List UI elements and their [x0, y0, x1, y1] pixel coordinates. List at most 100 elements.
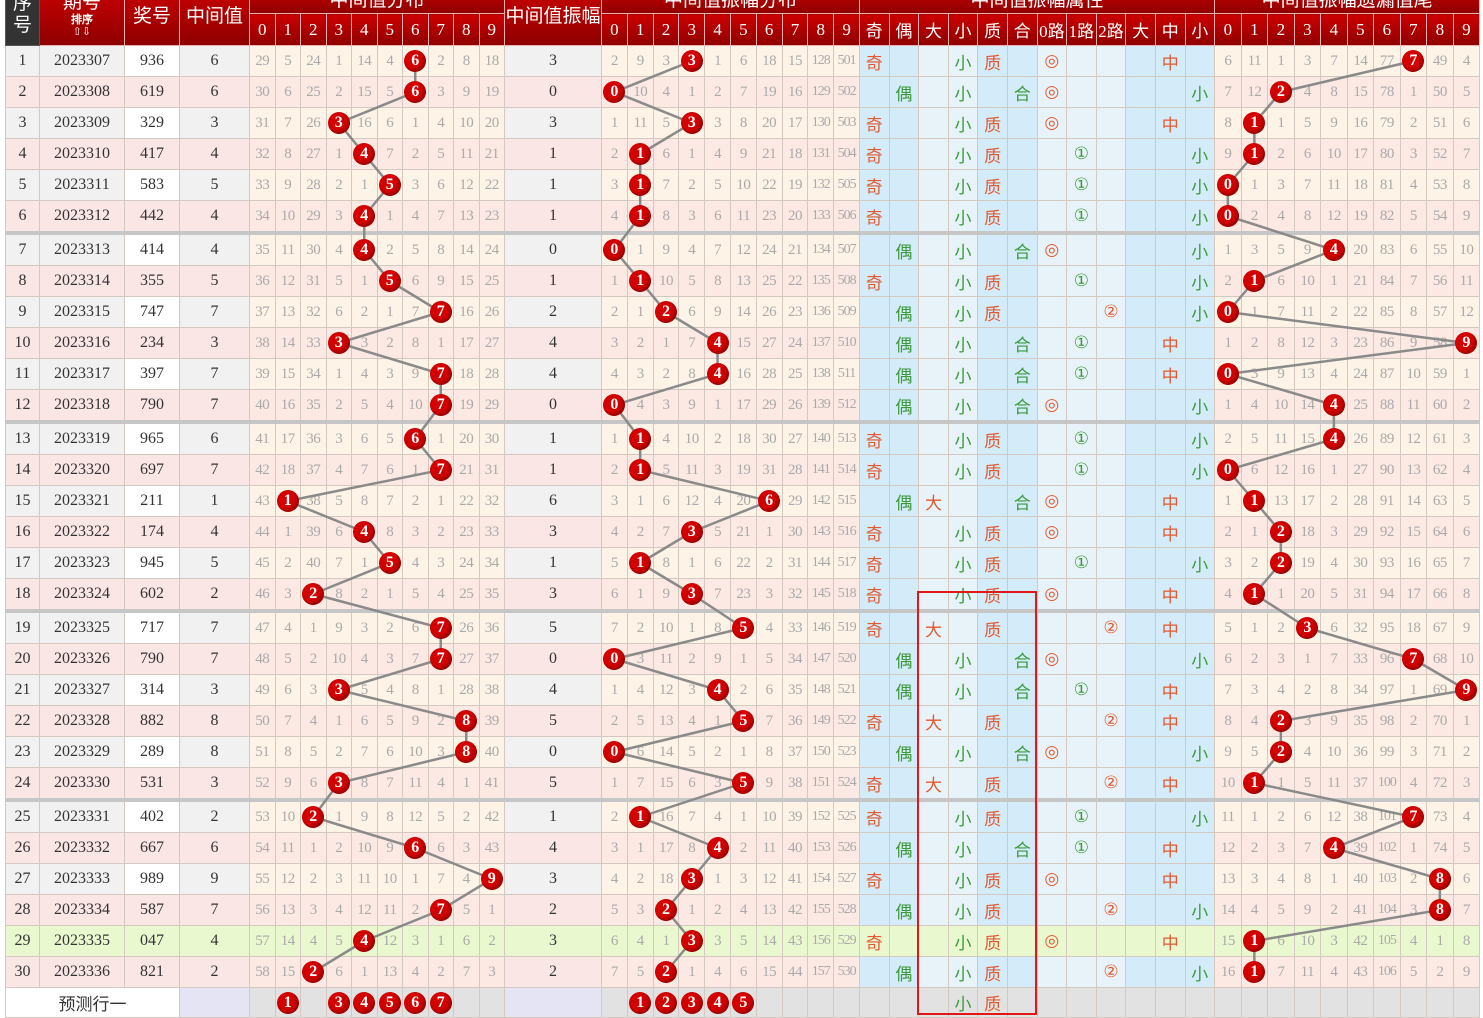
- amp-dist-cell: 149: [807, 705, 835, 737]
- tail-cell: 100: [1373, 767, 1401, 801]
- amp-dist-cell: 8: [704, 609, 731, 644]
- attr-cell: ①: [1066, 265, 1097, 297]
- prediction-mid-ball[interactable]: 7: [429, 991, 452, 1014]
- tail-cell: 37: [1346, 767, 1375, 801]
- attr-cell: ◎: [1036, 578, 1068, 612]
- amp-dist-cell: 29: [781, 485, 809, 517]
- mid-dist-ball: 7: [429, 648, 452, 670]
- seq-cell: 13: [5, 420, 40, 455]
- mid-dist-cell: 35: [300, 389, 327, 423]
- mid-dist-cell: 10: [274, 798, 301, 833]
- prediction-mid-ball[interactable]: 6: [404, 991, 427, 1014]
- prediction-mid-ball[interactable]: 4: [353, 991, 376, 1014]
- mid-dist-cell: 6: [427, 169, 454, 201]
- mid-dist-cell: 7: [376, 485, 403, 517]
- mid-dist-cell: 8: [274, 138, 301, 170]
- attr-cell: [1095, 169, 1127, 201]
- attr-cell: [918, 674, 949, 706]
- amp-dist-cell: 3: [678, 925, 706, 957]
- attr-cell: 奇: [858, 609, 890, 644]
- mid-dist-cell: 7: [351, 454, 378, 486]
- amp-dist-cell: 9: [626, 45, 654, 77]
- tail-cell: 36: [1346, 736, 1375, 768]
- tail-ball: 0: [1216, 174, 1239, 196]
- amp-dist-cell: 3: [678, 674, 706, 706]
- tail-cell: 2: [1452, 389, 1481, 423]
- amp-dist-cell: 150: [807, 736, 835, 768]
- amp-dist-cell: 7: [652, 516, 680, 548]
- prediction-amp-ball[interactable]: 1: [629, 991, 652, 1014]
- attr-cell: [1006, 798, 1038, 833]
- attr-cell: 小: [947, 45, 979, 77]
- prediction-mid-ball[interactable]: 1: [276, 991, 299, 1014]
- prediction-mid-cell: 1: [274, 987, 301, 1018]
- number-cell: 329: [124, 107, 180, 139]
- prediction-mid-cell: 7: [427, 987, 454, 1018]
- tail-cell: 7: [1267, 956, 1295, 988]
- attr-cell: [1095, 389, 1127, 423]
- tail-cell: 8: [1320, 674, 1348, 706]
- attr-cell: [1036, 956, 1068, 988]
- tail-cell: 3: [1293, 609, 1322, 644]
- tail-cell: 32: [1346, 609, 1375, 644]
- mid-dist-cell: 1: [376, 200, 403, 234]
- amp-dist-cell: 7: [601, 609, 628, 644]
- attr-cell: 小: [947, 863, 979, 895]
- amp-cell: 3: [504, 863, 602, 895]
- tail-cell: 50: [1426, 76, 1454, 108]
- amp-dist-cell: 1: [626, 296, 654, 328]
- prediction-tail-cell: [1293, 987, 1322, 1018]
- attr-cell: [888, 863, 920, 895]
- attr-cell: 合: [1006, 76, 1038, 108]
- amp-cell: 3: [504, 45, 602, 77]
- amp-dist-cell: 3: [704, 454, 731, 486]
- tail-cell: 1: [1240, 107, 1269, 139]
- attr-cell: [1006, 516, 1038, 548]
- amp-dist-cell: 4: [729, 894, 757, 926]
- tail-cell: 2: [1240, 547, 1269, 579]
- attr-cell: [858, 296, 890, 328]
- attr-cell: ②: [1095, 894, 1127, 926]
- table-row: 13 2023319 965 6 41 17 36 3 6 5 6 1 20 30 1 1 1 4 10 2 18 30 2…: [5, 420, 1481, 455]
- tail-cell: 1: [1320, 265, 1348, 297]
- tail-cell: 0: [1214, 358, 1242, 390]
- header-issue[interactable]: 期号 排序 ⇧⇩: [39, 0, 125, 46]
- attr-cell: [1006, 169, 1038, 201]
- prediction-mid-ball[interactable]: 3: [327, 991, 350, 1014]
- amp-cell: 4: [504, 327, 602, 359]
- tail-cell: 3: [1320, 327, 1348, 359]
- tail-cell: 34: [1346, 674, 1375, 706]
- prediction-amp-ball[interactable]: 4: [706, 991, 729, 1014]
- sort-button[interactable]: 排序 ⇧⇩: [41, 14, 124, 38]
- amp-dist-ball: 5: [732, 710, 755, 732]
- amp-dist-cell: 4: [601, 200, 628, 234]
- tail-cell: 7: [1267, 296, 1295, 328]
- attr-cell: [1066, 863, 1097, 895]
- prediction-amp-ball[interactable]: 5: [732, 991, 755, 1014]
- prediction-amp-ball[interactable]: 3: [680, 991, 703, 1014]
- tail-cell: 7: [1452, 138, 1481, 170]
- attr-cell: 小: [947, 76, 979, 108]
- prediction-mid-ball[interactable]: 5: [378, 991, 401, 1014]
- header-attr: 中间值振幅属性: [858, 0, 1216, 14]
- mid-dist-cell: 8: [351, 767, 378, 801]
- amp-cell: 4: [504, 832, 602, 864]
- attr-cell: 中: [1154, 767, 1186, 801]
- attr-cell: [888, 138, 920, 170]
- tail-cell: 1: [1214, 389, 1242, 423]
- attr-cell: [918, 358, 949, 390]
- mid-dist-cell: 12: [453, 169, 480, 201]
- amp-dist-cell: 13: [729, 265, 757, 297]
- attr-cell: 质: [977, 863, 1008, 895]
- attr-cell: ◎: [1036, 736, 1068, 768]
- amp-dist-cell: 4: [704, 327, 731, 359]
- tail-cell: 7: [1293, 169, 1322, 201]
- prediction-amp-ball[interactable]: 2: [654, 991, 677, 1014]
- attr-cell: [918, 832, 949, 864]
- amp-dist-cell: 9: [729, 138, 757, 170]
- attr-cell: [1154, 454, 1186, 486]
- attr-cell: 小: [947, 736, 979, 768]
- attr-cell: [1154, 420, 1186, 455]
- amp-dist-cell: 504: [833, 138, 860, 170]
- amp-dist-cell: 3: [678, 863, 706, 895]
